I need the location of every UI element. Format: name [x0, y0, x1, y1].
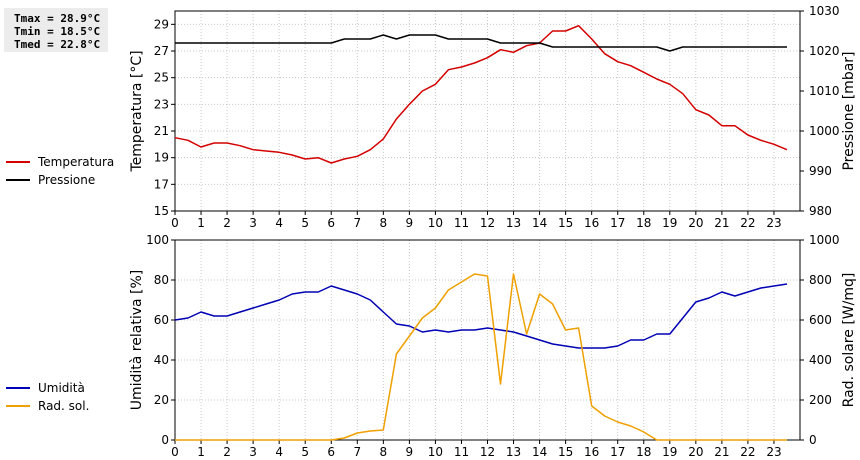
x-tick-label: 22	[740, 216, 755, 230]
x-tick-label: 9	[406, 216, 414, 230]
y-tick-label: 60	[154, 313, 169, 327]
legend-label: Temperatura	[37, 155, 114, 169]
y-tick-label: 21	[154, 124, 169, 138]
x-tick-label: 13	[506, 445, 521, 459]
y-tick-label: 40	[154, 353, 169, 367]
x-tick-label: 0	[171, 445, 179, 459]
y2-axis-label: Rad. solare [W/mq]	[841, 273, 857, 408]
x-tick-label: 12	[480, 216, 495, 230]
x-tick-label: 11	[454, 445, 469, 459]
stats-box: Tmax = 28.9°C Tmin = 18.5°C Tmed = 22.8°…	[4, 8, 108, 52]
x-tick-label: 2	[223, 445, 231, 459]
x-tick-label: 15	[558, 216, 573, 230]
x-tick-label: 20	[688, 216, 703, 230]
x-tick-label: 10	[428, 445, 443, 459]
plot-frame	[174, 239, 801, 441]
x-tick-label: 0	[171, 216, 179, 230]
x-tick-label: 19	[662, 445, 677, 459]
series-line-umidit	[174, 283, 788, 349]
x-tick-label: 16	[584, 445, 599, 459]
x-tick-label: 4	[275, 216, 283, 230]
plot-frame	[174, 10, 801, 212]
y2-tick-label: 0	[809, 433, 817, 447]
series-line-pressione	[175, 34, 787, 52]
x-tick-label: 23	[766, 445, 781, 459]
x-tick-label: 14	[532, 216, 547, 230]
x-tick-label: 2	[223, 216, 231, 230]
y-axis-label: Temperatura [°C]	[129, 50, 145, 172]
y-tick-label: 29	[154, 17, 169, 31]
y-tick-label: 0	[161, 433, 169, 447]
x-tick-label: 9	[406, 445, 414, 459]
x-tick-label: 6	[327, 445, 335, 459]
y2-tick-label: 800	[809, 273, 832, 287]
x-tick-label: 5	[301, 216, 309, 230]
x-tick-label: 4	[275, 445, 283, 459]
legend-label: Rad. sol.	[38, 399, 89, 413]
y2-tick-label: 980	[809, 204, 832, 218]
x-tick-label: 13	[506, 216, 521, 230]
y-tick-label: 27	[154, 44, 169, 58]
chart-panel-1: 0 1 2 3 4 5 6 7 8 9 10 11 12 13 14 15 16 17 18 19 20 21 22 2315…	[6, 4, 857, 230]
x-tick-label: 1	[197, 445, 205, 459]
y-tick-label: 17	[154, 177, 169, 191]
x-tick-label: 5	[301, 445, 309, 459]
x-tick-label: 18	[636, 216, 651, 230]
x-tick-label: 7	[353, 445, 361, 459]
y-tick-label: 20	[154, 393, 169, 407]
x-tick-label: 22	[740, 445, 755, 459]
y-tick-label: 100	[146, 233, 169, 247]
x-tick-label: 21	[714, 445, 729, 459]
stat-tmax: Tmax = 28.9°C	[14, 12, 101, 25]
y-tick-label: 80	[154, 273, 169, 287]
y2-tick-label: 1000	[809, 233, 840, 247]
y-tick-label: 19	[154, 151, 169, 165]
y2-tick-label: 200	[809, 393, 832, 407]
x-tick-label: 7	[353, 216, 361, 230]
y2-tick-label: 1010	[809, 84, 840, 98]
x-tick-label: 3	[249, 445, 257, 459]
legend-label: Pressione	[38, 173, 95, 187]
y2-tick-label: 600	[809, 313, 832, 327]
y-tick-label: 23	[154, 97, 169, 111]
x-tick-label: 8	[380, 445, 388, 459]
x-tick-label: 17	[610, 445, 625, 459]
x-tick-label: 8	[380, 216, 388, 230]
y2-tick-label: 990	[809, 164, 832, 178]
y2-axis-label: Pressione [mbar]	[841, 51, 857, 170]
x-tick-label: 17	[610, 216, 625, 230]
x-tick-label: 15	[558, 445, 573, 459]
y2-tick-label: 1030	[809, 4, 840, 18]
y2-tick-label: 400	[809, 353, 832, 367]
series-line-rad-sol	[175, 273, 787, 441]
x-tick-label: 19	[662, 216, 677, 230]
y2-tick-label: 1020	[809, 44, 840, 58]
chart-panel-2: 0 1 2 3 4 5 6 7 8 9 10 11 12 13 14 15 16 17 18 19 20 21 22 2302…	[6, 233, 857, 459]
series-line-temperatura	[174, 24, 788, 164]
x-tick-label: 3	[249, 216, 257, 230]
x-tick-label: 12	[480, 445, 495, 459]
x-tick-label: 6	[327, 216, 335, 230]
x-tick-label: 18	[636, 445, 651, 459]
x-tick-label: 23	[766, 216, 781, 230]
y2-tick-label: 1000	[809, 124, 840, 138]
stat-tmin: Tmin = 18.5°C	[14, 25, 101, 38]
x-tick-label: 16	[584, 216, 599, 230]
x-tick-label: 20	[688, 445, 703, 459]
x-tick-label: 1	[197, 216, 205, 230]
x-tick-label: 11	[454, 216, 469, 230]
y-axis-label: Umidità relativa [%]	[129, 270, 145, 411]
stat-tmed: Tmed = 22.8°C	[14, 38, 101, 51]
x-tick-label: 10	[428, 216, 443, 230]
legend-label: Umidità	[38, 381, 85, 395]
y-tick-label: 15	[154, 204, 169, 218]
x-tick-label: 21	[714, 216, 729, 230]
y-tick-label: 25	[154, 71, 169, 85]
x-tick-label: 14	[532, 445, 547, 459]
